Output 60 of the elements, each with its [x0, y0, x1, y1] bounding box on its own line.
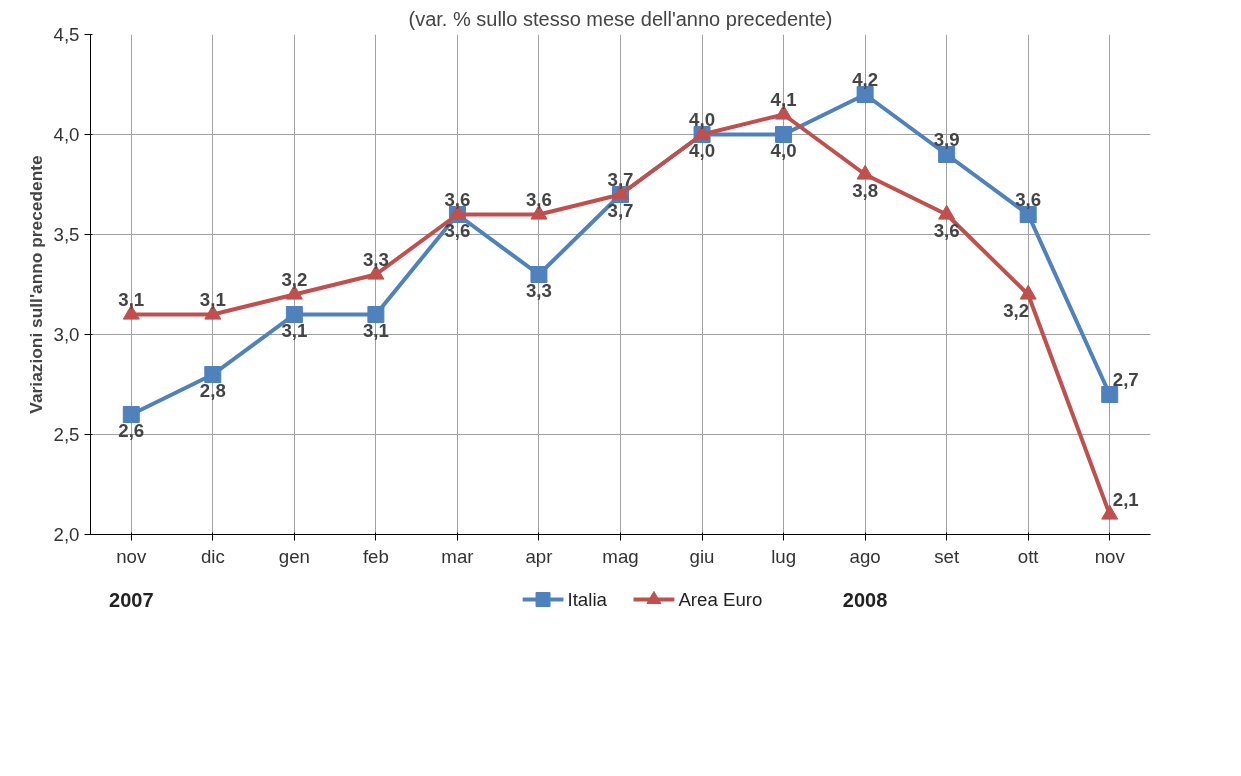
data-label: 2,8 — [199, 379, 226, 401]
x-tick-label: feb — [362, 545, 389, 567]
data-label: 3,2 — [281, 268, 308, 290]
data-label: 4,0 — [689, 139, 716, 161]
text: 2008 — [842, 588, 888, 611]
point — [204, 366, 222, 383]
data-label: 3,6 — [1015, 188, 1042, 210]
text: 2007 — [109, 588, 154, 611]
point — [530, 266, 548, 283]
y-tick-label: 4,0 — [53, 124, 80, 145]
data-label: 3,3 — [525, 279, 552, 301]
x-tick-label: lug — [771, 545, 797, 567]
data-label: 3,1 — [199, 288, 226, 310]
legend-label: Area Euro — [678, 589, 763, 610]
data-label: 3,7 — [607, 168, 634, 190]
data-label: 3,7 — [607, 199, 634, 221]
data-label: 3,1 — [281, 319, 308, 341]
x-tick-label: dic — [200, 545, 225, 567]
point — [856, 164, 874, 180]
point — [367, 306, 385, 323]
data-label: 3,6 — [525, 188, 552, 210]
y-tick-label: 4,5 — [53, 24, 80, 45]
point — [1019, 284, 1037, 300]
x-tick-label: mar — [441, 545, 474, 567]
data-label: 3,6 — [444, 219, 471, 241]
x-tick-label: gen — [278, 545, 310, 567]
x-tick-label: ott — [1017, 545, 1040, 567]
x-tick-label: giu — [689, 545, 715, 567]
data-label: 3,1 — [118, 288, 145, 310]
data-label: 3,8 — [852, 179, 879, 201]
data-label: 3,9 — [933, 128, 960, 150]
x-tick-label: nov — [116, 545, 147, 567]
data-label: 3,2 — [1003, 299, 1030, 321]
point — [285, 306, 303, 323]
point — [775, 126, 793, 143]
y-axis-title: Variazioni sull'anno precedente — [25, 154, 46, 414]
data-label: 3,6 — [933, 219, 960, 241]
x-tick-label: mag — [602, 545, 639, 567]
data-label: 4,2 — [852, 68, 879, 90]
chart-subtitle: (var. % sullo stesso mese dell'anno precedente) — [408, 7, 833, 30]
legend-label: Italia — [567, 589, 608, 610]
y-tick-label: 3,0 — [53, 324, 80, 345]
data-label: 2,7 — [1112, 368, 1139, 390]
data-label: 4,0 — [770, 139, 797, 161]
data-label: 4,1 — [770, 88, 797, 110]
data-label: 3,1 — [362, 319, 389, 341]
data-label: 2,6 — [118, 419, 145, 441]
data-label: 3,6 — [444, 188, 471, 210]
data-label: 4,0 — [689, 108, 716, 130]
y-tick-label: 2,5 — [53, 424, 80, 445]
data-label: 3,3 — [362, 248, 389, 270]
x-tick-label: ago — [849, 545, 881, 567]
x-tick-label: apr — [525, 545, 553, 567]
x-tick-label: set — [934, 545, 960, 567]
data-label: 2,1 — [1112, 488, 1139, 510]
point — [938, 204, 956, 220]
y-tick-label: 3,5 — [53, 224, 80, 245]
y-tick-label: 2,0 — [53, 524, 80, 545]
x-tick-label: nov — [1094, 545, 1126, 567]
point — [122, 406, 140, 423]
